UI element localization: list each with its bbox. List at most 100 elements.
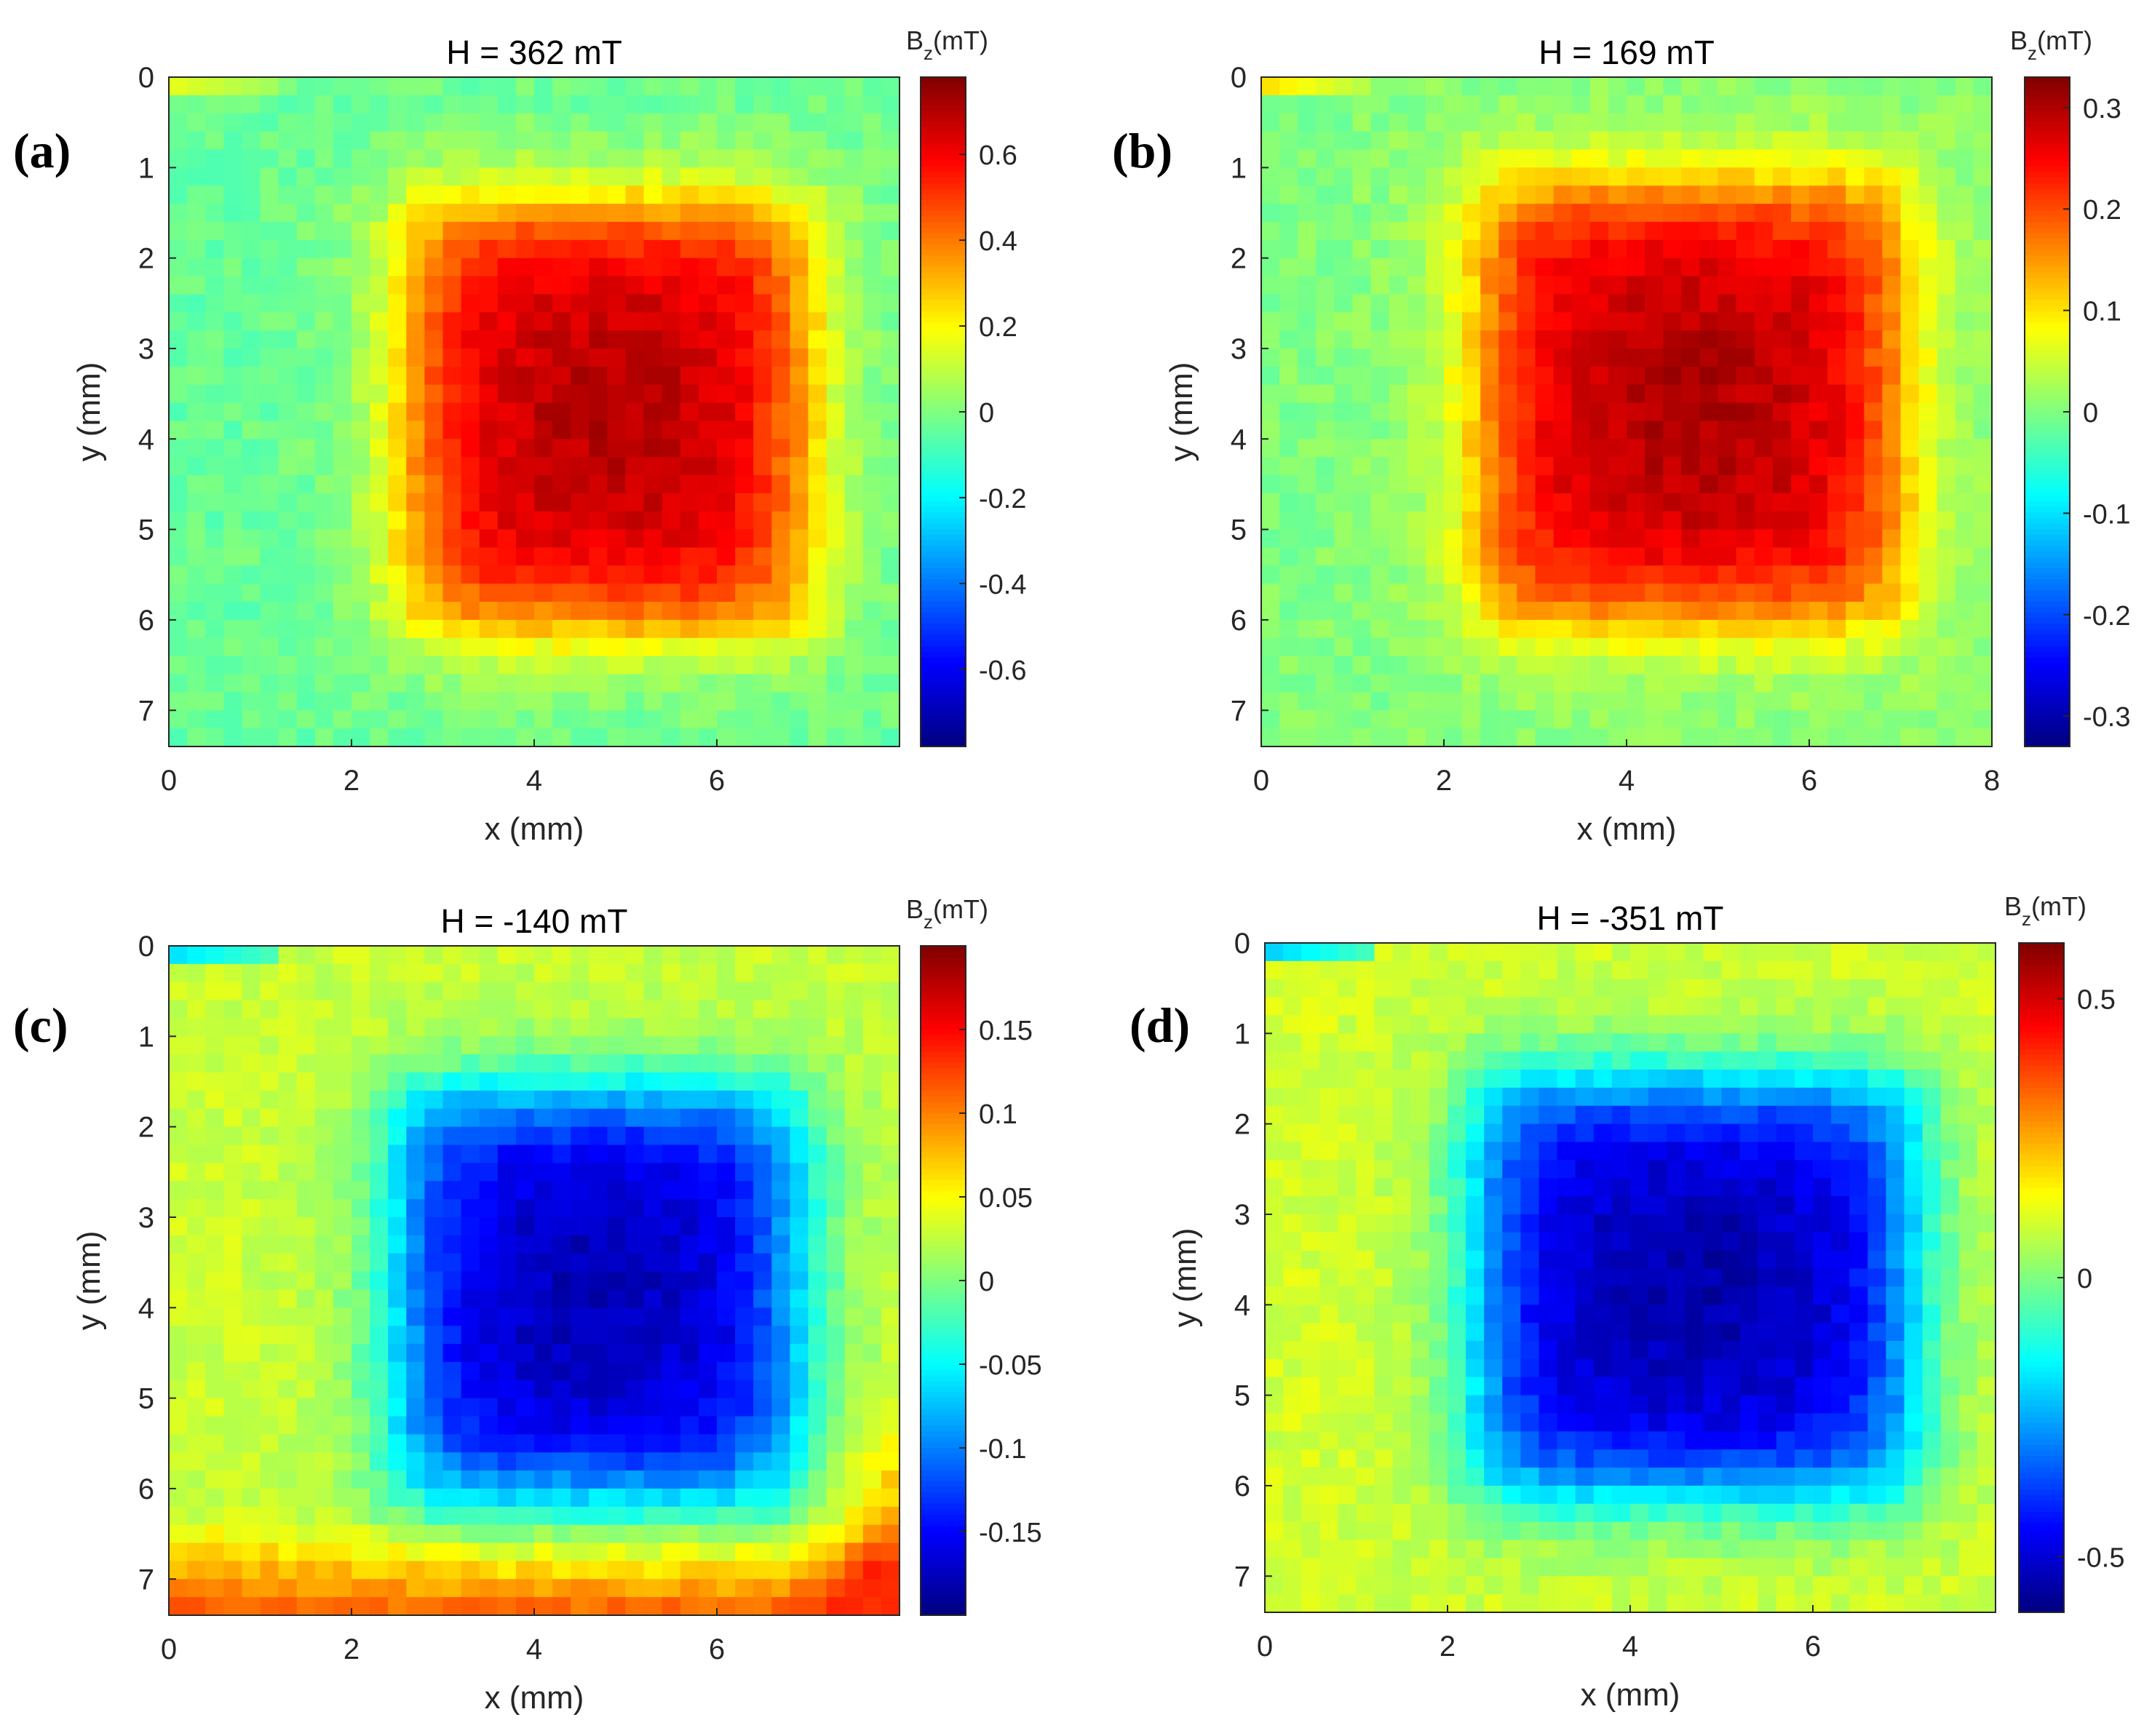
heatmap-cell: [461, 113, 480, 132]
colorbar-segment: [921, 328, 966, 335]
heatmap-cell: [296, 1561, 316, 1580]
heatmap-cell: [260, 1542, 279, 1561]
heatmap-cell: [461, 674, 480, 693]
heatmap-cell: [881, 402, 900, 422]
heatmap-cell: [1645, 402, 1664, 422]
heatmap-cell: [1480, 402, 1499, 422]
heatmap-cell: [479, 547, 499, 566]
heatmap-cell: [1498, 439, 1517, 458]
heatmap-cell: [1316, 149, 1335, 168]
heatmap-cell: [1699, 529, 1719, 549]
heatmap-cell: [1589, 511, 1609, 530]
heatmap-cell: [1973, 421, 1993, 439]
heatmap-cell: [607, 1344, 627, 1363]
heatmap-cell: [333, 1108, 352, 1128]
heatmap-cell: [808, 1579, 827, 1598]
heatmap-cell: [1754, 402, 1774, 422]
heatmap-cell: [205, 1217, 224, 1236]
heatmap-cell: [808, 149, 827, 168]
heatmap-cell: [260, 1054, 279, 1073]
heatmap-cell: [643, 294, 663, 313]
heatmap-cell: [680, 963, 699, 983]
heatmap-cell: [1608, 402, 1627, 422]
heatmap-cell: [1316, 692, 1335, 711]
heatmap-cell: [790, 584, 809, 602]
heatmap-cell: [680, 674, 699, 693]
heatmap-cell: [278, 1018, 298, 1037]
heatmap-cell: [534, 221, 553, 241]
heatmap-cell: [571, 1090, 589, 1110]
heatmap-cell: [296, 276, 316, 295]
heatmap-cell: [1517, 167, 1536, 186]
y-tick-label: 5: [1231, 514, 1247, 546]
heatmap-cell: [698, 95, 718, 114]
heatmap-cell: [479, 1326, 499, 1345]
heatmap-cell: [1535, 402, 1555, 422]
colorbar-segment: [921, 601, 966, 608]
heatmap-cell: [1589, 330, 1609, 349]
heatmap-cell: [352, 565, 370, 584]
heatmap-cell: [1517, 529, 1536, 549]
heatmap-cell: [862, 547, 882, 566]
heatmap-cell: [643, 1217, 663, 1236]
heatmap-cell: [424, 475, 444, 494]
heatmap-cell: [187, 330, 206, 349]
colorbar-segment: [921, 1409, 966, 1415]
heatmap-cell: [1498, 204, 1517, 223]
heatmap-cell: [1827, 312, 1846, 331]
heatmap-cell: [534, 204, 553, 223]
heatmap-cell: [1809, 529, 1828, 549]
heatmap-cell: [1352, 674, 1372, 693]
heatmap-cell: [881, 619, 900, 639]
heatmap-cell: [242, 602, 261, 621]
heatmap-cell: [497, 276, 517, 295]
heatmap-cell: [826, 457, 846, 476]
heatmap-cell: [1809, 258, 1828, 277]
heatmap-cell: [406, 239, 425, 259]
heatmap-cell: [1571, 529, 1591, 549]
heatmap-cell: [442, 1289, 462, 1308]
heatmap-cell: [808, 602, 827, 621]
heatmap-cell: [1261, 674, 1280, 693]
heatmap-cell: [881, 602, 900, 621]
colorbar-segment: [921, 1420, 966, 1427]
heatmap-cell: [826, 1108, 846, 1128]
heatmap-cell: [534, 366, 553, 386]
heatmap-cell: [571, 384, 589, 404]
heatmap-cell: [1279, 511, 1298, 530]
heatmap-cell: [1462, 167, 1481, 186]
heatmap-cell: [662, 402, 681, 422]
heatmap-cell: [1681, 131, 1700, 151]
heatmap-cell: [826, 95, 846, 114]
heatmap-cell: [223, 619, 242, 639]
heatmap-cell: [662, 1416, 681, 1435]
heatmap-cell: [1627, 511, 1645, 530]
heatmap-cell: [808, 1361, 827, 1381]
heatmap-cell: [571, 1072, 589, 1091]
heatmap-cell: [1535, 330, 1555, 349]
heatmap-cell: [497, 1379, 517, 1399]
heatmap-cell: [333, 439, 352, 458]
heatmap-cell: [406, 584, 425, 602]
y-tick-label: 2: [1231, 243, 1247, 275]
heatmap-cell: [552, 1542, 571, 1561]
heatmap-cell: [314, 1199, 334, 1218]
heatmap-cell: [296, 547, 316, 566]
heatmap-cell: [1699, 656, 1719, 675]
heatmap-cell: [698, 982, 718, 1001]
heatmap-cell: [643, 1036, 663, 1055]
x-tick-label: 6: [1801, 765, 1817, 797]
heatmap-cell: [844, 167, 864, 186]
heatmap-cell: [735, 1542, 754, 1561]
heatmap-cell: [571, 674, 589, 693]
heatmap-cell: [862, 1163, 882, 1182]
heatmap-cell: [515, 637, 535, 657]
heatmap-cell: [278, 1506, 298, 1526]
heatmap-cell: [717, 1181, 736, 1200]
heatmap-cell: [424, 221, 444, 241]
heatmap-cell: [625, 1018, 645, 1037]
heatmap-cell: [260, 95, 279, 114]
heatmap-cell: [223, 1018, 242, 1037]
heatmap-cell: [1754, 167, 1774, 186]
heatmap-cell: [1279, 692, 1298, 711]
